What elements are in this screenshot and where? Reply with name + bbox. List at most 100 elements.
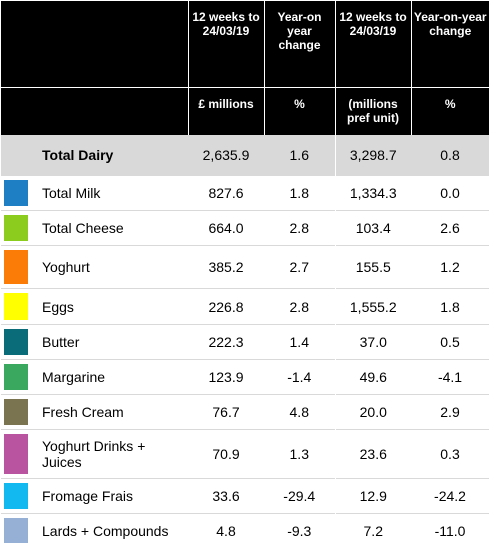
header-period-value: 12 weeks to 24/03/19 [188, 1, 264, 87]
category-name: Total Cheese [32, 211, 188, 246]
unit-change: 2.6 [411, 211, 489, 246]
category-swatch-cell [1, 395, 32, 430]
unit-volume: 103.4 [335, 211, 411, 246]
unit-volume: 37.0 [335, 325, 411, 360]
category-color-swatch [4, 518, 28, 543]
header-change-value: Year-on year change [264, 1, 335, 87]
unit-volume: 20.0 [335, 395, 411, 430]
header-unit-value: £ millions [188, 87, 264, 135]
category-name: Lards + Compounds [32, 514, 188, 547]
category-swatch-cell [1, 135, 32, 176]
sales-change: -9.3 [264, 514, 335, 547]
sales-value: 33.6 [188, 479, 264, 514]
header-blank-swatch-2 [1, 87, 32, 135]
category-color-swatch [4, 364, 28, 390]
category-color-swatch [4, 399, 28, 425]
sales-change: 2.8 [264, 211, 335, 246]
unit-change: 0.8 [411, 135, 489, 176]
unit-change: -24.2 [411, 479, 489, 514]
category-swatch-cell [1, 430, 32, 479]
category-color-swatch [4, 139, 28, 171]
unit-volume: 49.6 [335, 360, 411, 395]
header-period-units: 12 weeks to 24/03/19 [335, 1, 411, 87]
category-name: Butter [32, 325, 188, 360]
category-swatch-cell [1, 176, 32, 211]
unit-change: 0.0 [411, 176, 489, 211]
unit-change: 0.3 [411, 430, 489, 479]
unit-volume: 12.9 [335, 479, 411, 514]
sales-change: 2.8 [264, 289, 335, 325]
sales-change: -29.4 [264, 479, 335, 514]
unit-volume: 23.6 [335, 430, 411, 479]
unit-volume: 1,334.3 [335, 176, 411, 211]
unit-change: -11.0 [411, 514, 489, 547]
unit-volume: 155.5 [335, 246, 411, 289]
header-blank-name [32, 1, 188, 87]
header-change-units: Year-on-year change [411, 1, 489, 87]
sales-change: 1.6 [264, 135, 335, 176]
sales-value: 222.3 [188, 325, 264, 360]
category-name: Margarine [32, 360, 188, 395]
category-name: Yoghurt [32, 246, 188, 289]
header-blank-swatch [1, 1, 32, 87]
sales-change: 4.8 [264, 395, 335, 430]
category-swatch-cell [1, 325, 32, 360]
sales-value: 385.2 [188, 246, 264, 289]
category-swatch-cell [1, 289, 32, 325]
category-color-swatch [4, 434, 28, 474]
sales-value: 70.9 [188, 430, 264, 479]
category-color-swatch [4, 215, 28, 241]
unit-change: -4.1 [411, 360, 489, 395]
unit-change: 1.8 [411, 289, 489, 325]
sales-value: 4.8 [188, 514, 264, 547]
category-name: Fresh Cream [32, 395, 188, 430]
category-color-swatch [4, 293, 28, 320]
sales-value: 827.6 [188, 176, 264, 211]
category-name: Total Dairy [32, 135, 188, 176]
sales-value: 123.9 [188, 360, 264, 395]
sales-value: 226.8 [188, 289, 264, 325]
category-name: Yoghurt Drinks + Juices [32, 430, 188, 479]
category-name: Fromage Frais [32, 479, 188, 514]
sales-value: 2,635.9 [188, 135, 264, 176]
sales-change: 1.8 [264, 176, 335, 211]
dairy-table-wrapper: 12 weeks to 24/03/19 Year-on year change… [0, 0, 490, 494]
header-row-periods: 12 weeks to 24/03/19 Year-on year change… [1, 1, 489, 87]
unit-change: 1.2 [411, 246, 489, 289]
sales-value: 76.7 [188, 395, 264, 430]
category-swatch-cell [1, 514, 32, 547]
category-color-swatch [4, 250, 28, 284]
header-unit-change-units: % [411, 87, 489, 135]
sales-change: 1.3 [264, 430, 335, 479]
unit-volume: 7.2 [335, 514, 411, 547]
category-color-swatch [4, 483, 28, 509]
category-swatch-cell [1, 479, 32, 514]
sales-change: 2.7 [264, 246, 335, 289]
category-swatch-cell [1, 360, 32, 395]
unit-change: 2.9 [411, 395, 489, 430]
header-unit-units: (millions pref unit) [335, 87, 411, 135]
header-unit-change-value: % [264, 87, 335, 135]
category-swatch-cell [1, 246, 32, 289]
category-name: Total Milk [32, 176, 188, 211]
unit-volume: 3,298.7 [335, 135, 411, 176]
unit-change: 0.5 [411, 325, 489, 360]
category-name: Eggs [32, 289, 188, 325]
category-color-swatch [4, 329, 28, 355]
sales-value: 664.0 [188, 211, 264, 246]
sales-change: 1.4 [264, 325, 335, 360]
sales-change: -1.4 [264, 360, 335, 395]
category-color-swatch [4, 180, 28, 206]
